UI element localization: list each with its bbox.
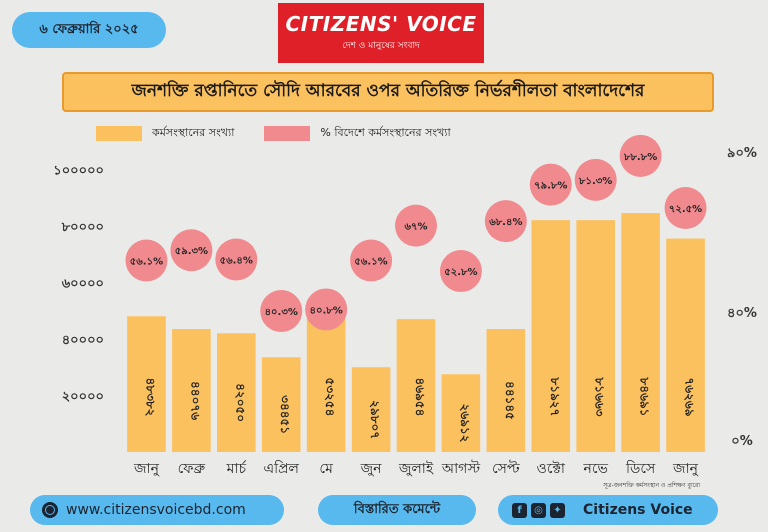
percent-bubble (215, 238, 258, 281)
percent-bubble (350, 239, 393, 282)
bar (396, 319, 436, 452)
percent-bubble (664, 187, 707, 229)
citizens-voice-logo: CITIZENS' VOICE দেশ ও মানুষের সংবাদ (278, 3, 484, 63)
percent-label: ৫৬.১% (354, 256, 387, 267)
bar-value-label: ৪৮৩৮২ (143, 378, 157, 417)
legend-label-percent: % বিদেশে কর্মসংস্থানের সংখ্যা (320, 126, 451, 139)
instagram-icon[interactable]: ◎ (531, 502, 546, 518)
bar (216, 333, 256, 452)
date-badge: ৬ ফেব্রুয়ারি ২০২৫ (12, 12, 166, 48)
percent-bubble (260, 290, 303, 333)
percent-label: ৮৮.৮% (623, 152, 657, 163)
legend-label-count: কর্মসংস্থানের সংখ্যা (152, 126, 235, 139)
website-link[interactable]: www.citizensvoicebd.com (66, 502, 246, 518)
x-tick-label: মার্চ (226, 460, 247, 477)
percent-bubble (529, 163, 572, 206)
logo-tagline: দেশ ও মানুষের সংবাদ (342, 41, 420, 51)
percent-label: ৫২.৮% (444, 267, 477, 278)
bar (621, 213, 660, 452)
y-tick-label: ১০০০০০ (53, 163, 104, 178)
source-note: সূত্র-জনশক্তি কর্মসংস্থান ও প্রশিক্ষণ ব্… (602, 482, 700, 489)
percent-label: ৬৮.৪% (489, 217, 522, 228)
logo-brand: CITIZENS' VOICE (285, 12, 477, 36)
legend-item-count: কর্মসংস্থানের সংখ্যা (96, 124, 234, 143)
y-tick-label: ৪০০০০ (62, 333, 104, 348)
social-name: Citizens Voice (583, 502, 693, 518)
bar (486, 329, 526, 452)
y2-tick-label: ০% (731, 434, 752, 449)
bar (351, 367, 391, 452)
bar-value-label: ৫৩২৫৪ (323, 378, 337, 417)
x-tick-label: এপ্রিল (263, 460, 299, 477)
chart-title-box: জনশক্তি রপ্তানিতে সৌদি আরবের ওপর অতিরিক্… (62, 72, 714, 112)
percent-bubble (305, 288, 348, 331)
bar (172, 329, 211, 452)
twitter-icon[interactable]: ✦ (550, 502, 565, 518)
chart-legend: কর্মসংস্থানের সংখ্যা % বিদেশে কর্মসংস্থা… (96, 124, 481, 143)
comment-pill: বিস্তারিত কমেন্টে (318, 495, 476, 525)
x-tick-label: মে (319, 461, 333, 477)
y-tick-label: ৬০০০০ (62, 276, 104, 291)
percent-bubble (484, 200, 527, 243)
y2-tick-label: ৪০% (727, 306, 757, 321)
percent-label: ৪০.৩% (265, 307, 298, 318)
percent-label: ৫৬.১% (130, 256, 163, 267)
x-tick-label: ডিসে (625, 460, 656, 477)
bar (441, 374, 481, 452)
bar-value-label: ৭৬২৬৯ (683, 378, 697, 417)
bar-value-label: ২৬৯১২ (458, 404, 472, 443)
chart-title: জনশক্তি রপ্তানিতে সৌদি আরবের ওপর অতিরিক্… (131, 81, 645, 101)
website-pill[interactable]: www.citizensvoicebd.com (30, 495, 284, 525)
facebook-icon[interactable]: f (512, 502, 527, 518)
x-tick-label: জুন (360, 461, 383, 477)
legend-swatch-count (96, 126, 142, 141)
percent-bubble (574, 158, 617, 201)
bar-value-label: ৮১৯২৭ (548, 377, 562, 417)
bar (666, 238, 705, 452)
x-tick-label: ফেব্রু (178, 461, 206, 477)
percent-bubble (439, 250, 482, 293)
x-tick-label: ওক্টো (537, 461, 566, 477)
percent-bubble (125, 239, 168, 282)
bar (531, 220, 571, 452)
percent-bubble (170, 229, 213, 272)
percent-label: ৫৯.৩% (175, 246, 208, 257)
globe-icon (42, 502, 58, 518)
x-tick-label: জানু (133, 461, 160, 477)
bar (261, 357, 301, 452)
x-tick-label: সেপ্ট (492, 460, 520, 477)
date-text: ৬ ফেব্রুয়ারি ২০২৫ (39, 21, 139, 37)
y2-tick-label: ৯০% (727, 146, 757, 161)
bar-value-label: ৪২০৫০ (233, 383, 247, 422)
bar-value-label: ৪৪০৭৬ (188, 381, 202, 420)
bar (127, 316, 166, 452)
percent-bubble (395, 204, 437, 247)
y-tick-label: ২০০০০ (62, 389, 104, 404)
percent-label: ৫৬.৪% (220, 256, 253, 267)
bar-value-label: ২৯৮০৭ (368, 400, 382, 439)
legend-swatch-percent (264, 126, 311, 141)
x-tick-label: নভে (582, 461, 608, 477)
x-tick-label: জুলাই (398, 460, 434, 477)
bar-value-label: ৮৪৬৯১ (638, 377, 652, 417)
legend-item-percent: % বিদেশে কর্মসংস্থানের সংখ্যা (264, 124, 451, 143)
bar-value-label: ৪৪১৪৫ (503, 381, 517, 420)
percent-label: ৭২.৫% (669, 204, 702, 215)
percent-label: ৪০.৮% (309, 305, 342, 316)
y-tick-label: ৮০০০০ (61, 220, 104, 235)
percent-label: ৮১.৩% (578, 176, 612, 187)
bar-value-label: ৮১৬৬৩ (593, 377, 607, 417)
bar (576, 220, 616, 452)
comment-text: বিস্তারিত কমেন্টে (353, 501, 441, 517)
percent-label: ৬৭% (404, 222, 427, 233)
percent-bubble (619, 134, 662, 177)
bar-value-label: ৩৪৪৫১ (278, 395, 292, 434)
social-pill[interactable]: f ◎ ✦ Citizens Voice (498, 495, 718, 525)
x-tick-label: জানু (672, 461, 699, 477)
x-tick-label: আগস্ট (441, 460, 481, 477)
percent-label: ৭৯.৮% (534, 181, 567, 192)
bar-value-label: ৪৬৯৫৪ (413, 378, 427, 417)
